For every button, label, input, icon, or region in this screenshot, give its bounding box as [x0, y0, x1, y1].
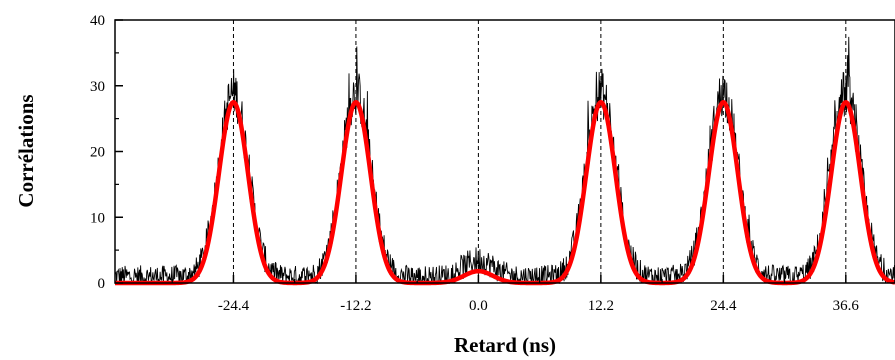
y-tick-label: 30 [90, 79, 105, 95]
x-axis: -24.4 -12.2 0.0 12.2 24.4 36.6 [171, 275, 860, 314]
y-axis: 0 10 20 30 40 [90, 13, 123, 292]
y-axis-title: Corrélations [14, 94, 38, 207]
gaussian-fit-line [113, 99, 895, 286]
x-tick-label: 12.2 [588, 298, 614, 314]
x-tick-label: 24.4 [710, 298, 737, 314]
measured-histogram-line [114, 36, 895, 285]
y-tick-label: 40 [90, 13, 105, 29]
x-tick-label: -24.4 [218, 298, 250, 314]
y-tick-label: 10 [90, 210, 105, 226]
plot-frame [114, 19, 895, 284]
x-tick-label: -12.2 [340, 298, 371, 314]
x-tick-label: 36.6 [833, 298, 860, 314]
plot-data [113, 36, 895, 286]
y-tick-label: 0 [98, 276, 106, 292]
x-tick-label: 0.0 [469, 298, 488, 314]
y-tick-label: 20 [90, 145, 105, 161]
reference-lines [232, 20, 847, 283]
x-axis-title: Retard (ns) [454, 333, 556, 357]
